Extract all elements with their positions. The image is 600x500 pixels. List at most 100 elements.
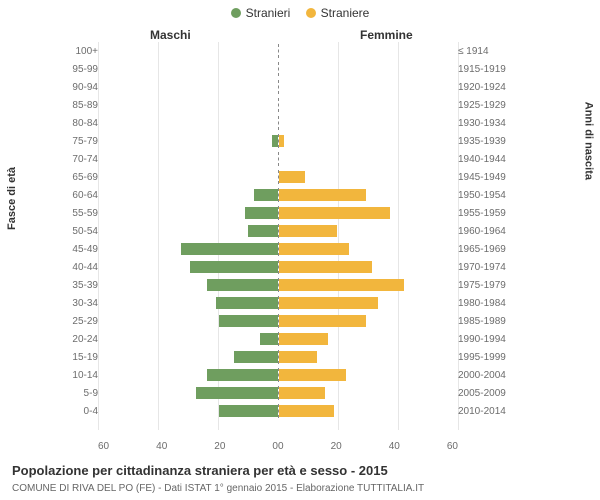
bar-female <box>279 207 390 219</box>
column-header-right: Femmine <box>360 28 413 42</box>
age-label: 30-34 <box>60 298 102 309</box>
bar-container-male <box>102 368 279 382</box>
bar-container-female <box>279 134 455 148</box>
x-tick-label: 20 <box>331 441 342 452</box>
age-label: 95-99 <box>60 64 102 75</box>
bar-container-male <box>102 170 279 184</box>
bar-female <box>279 189 367 201</box>
pyramid-row: 65-691945-1949 <box>60 168 520 186</box>
bar-male <box>234 351 278 363</box>
bar-container-female <box>279 332 455 346</box>
age-label: 0-4 <box>60 406 102 417</box>
bar-female <box>279 279 405 291</box>
birth-year-label: 1995-1999 <box>454 352 520 363</box>
bar-container-male <box>102 134 279 148</box>
bar-male <box>219 315 278 327</box>
column-header-left: Maschi <box>150 28 191 42</box>
bar-container-male <box>102 62 279 76</box>
birth-year-label: 1990-1994 <box>454 334 520 345</box>
age-label: 55-59 <box>60 208 102 219</box>
birth-year-label: 1940-1944 <box>454 154 520 165</box>
x-tick-label: 40 <box>156 441 167 452</box>
bar-female <box>279 297 378 309</box>
x-axis-left: 6040200 <box>98 441 278 452</box>
bar-container-male <box>102 404 279 418</box>
pyramid-row: 30-34 1980-1984 <box>60 294 520 312</box>
legend-swatch-female <box>306 8 316 18</box>
age-label: 15-19 <box>60 352 102 363</box>
pyramid-row: 20-24 1990-1994 <box>60 330 520 348</box>
pyramid-row: 15-19 1995-1999 <box>60 348 520 366</box>
bar-container-female <box>279 188 455 202</box>
bar-container-female <box>279 350 455 364</box>
age-label: 65-69 <box>60 172 102 183</box>
pyramid-row: 70-74 1940-1944 <box>60 150 520 168</box>
bar-male <box>272 135 278 147</box>
age-label: 40-44 <box>60 262 102 273</box>
bar-female <box>279 351 317 363</box>
age-label: 70-74 <box>60 154 102 165</box>
pyramid-row: 50-541960-1964 <box>60 222 520 240</box>
bar-container-female <box>279 170 455 184</box>
birth-year-label: 1935-1939 <box>454 136 520 147</box>
birth-year-label: 2005-2009 <box>454 388 520 399</box>
bar-container-female <box>279 242 455 256</box>
bar-male <box>190 261 278 273</box>
bar-female <box>279 333 329 345</box>
bar-female <box>279 387 326 399</box>
birth-year-label: 1950-1954 <box>454 190 520 201</box>
bar-container-female <box>279 206 455 220</box>
bar-container-male <box>102 80 279 94</box>
bar-male <box>260 333 278 345</box>
bar-container-female <box>279 224 455 238</box>
age-label: 25-29 <box>60 316 102 327</box>
age-label: 45-49 <box>60 244 102 255</box>
pyramid-row: 10-142000-2004 <box>60 366 520 384</box>
bar-container-female <box>279 80 455 94</box>
bar-container-female <box>279 314 455 328</box>
bar-male <box>216 297 277 309</box>
birth-year-label: 1965-1969 <box>454 244 520 255</box>
birth-year-label: 1980-1984 <box>454 298 520 309</box>
bar-male <box>254 189 277 201</box>
birth-year-label: 1925-1929 <box>454 100 520 111</box>
bar-female <box>279 225 338 237</box>
chart-subcaption: COMUNE DI RIVA DEL PO (FE) - Dati ISTAT … <box>12 483 424 494</box>
x-tick-label: 40 <box>389 441 400 452</box>
age-label: 80-84 <box>60 118 102 129</box>
bar-container-female <box>279 404 455 418</box>
bar-container-male <box>102 44 279 58</box>
bar-male <box>248 225 277 237</box>
chart-caption: Popolazione per cittadinanza straniera p… <box>12 463 388 478</box>
age-label: 60-64 <box>60 190 102 201</box>
bar-container-female <box>279 260 455 274</box>
bar-container-male <box>102 314 279 328</box>
x-tick-label: 20 <box>214 441 225 452</box>
bar-container-female <box>279 98 455 112</box>
bar-male <box>181 243 278 255</box>
pyramid-row: 45-49 1965-1969 <box>60 240 520 258</box>
bar-container-male <box>102 242 279 256</box>
bar-container-female <box>279 62 455 76</box>
x-axis: 6040200 0204060 <box>98 441 458 452</box>
legend-item-female: Straniere <box>306 6 370 20</box>
pyramid-row: 80-841930-1934 <box>60 114 520 132</box>
birth-year-label: ≤ 1914 <box>454 46 520 57</box>
age-label: 20-24 <box>60 334 102 345</box>
pyramid-row: 90-941920-1924 <box>60 78 520 96</box>
pyramid-rows: 100+≤ 191495-991915-191990-941920-192485… <box>60 42 520 420</box>
bar-container-female <box>279 152 455 166</box>
age-label: 75-79 <box>60 136 102 147</box>
y-axis-title-right: Anni di nascita <box>582 102 594 180</box>
bar-female <box>279 243 349 255</box>
bar-female <box>279 369 346 381</box>
birth-year-label: 1975-1979 <box>454 280 520 291</box>
bar-container-male <box>102 188 279 202</box>
birth-year-label: 1970-1974 <box>454 262 520 273</box>
x-tick-label: 60 <box>447 441 458 452</box>
legend-item-male: Stranieri <box>231 6 291 20</box>
plot-area: 100+≤ 191495-991915-191990-941920-192485… <box>60 42 520 430</box>
birth-year-label: 1985-1989 <box>454 316 520 327</box>
age-label: 35-39 <box>60 280 102 291</box>
bar-female <box>279 171 305 183</box>
